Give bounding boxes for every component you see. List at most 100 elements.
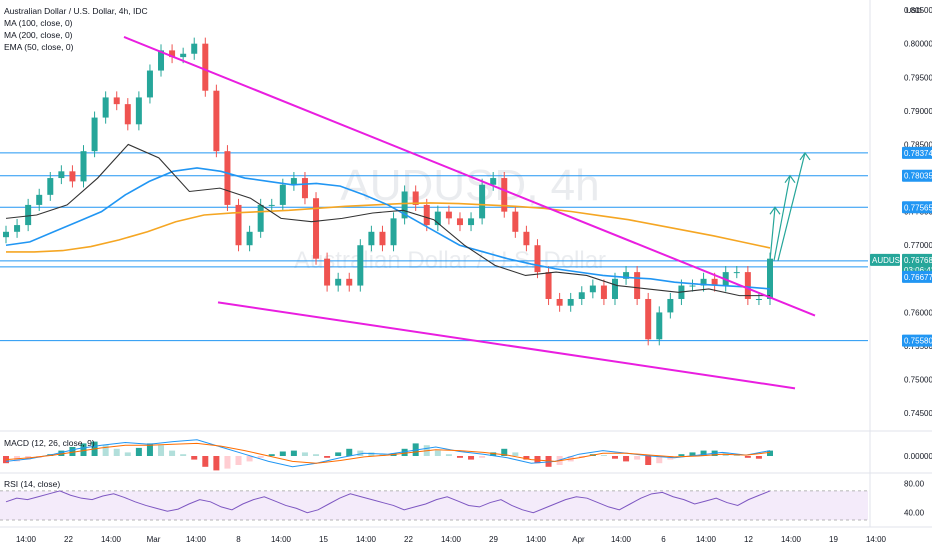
macd-histogram-bar [169, 450, 176, 456]
macd-histogram-bar [512, 452, 519, 456]
candle-body [335, 278, 342, 286]
price-tag-label: 0.78374 [904, 149, 932, 158]
currency-label: USD [906, 6, 922, 15]
candle-body [490, 178, 497, 185]
candle-body [36, 194, 43, 205]
macd-histogram-bar [301, 452, 308, 456]
rsi-label: RSI (14, close) [4, 479, 61, 489]
legend-ema50: EMA (50, close, 0) [4, 42, 74, 52]
candle-body [279, 184, 286, 205]
candle-body [501, 178, 508, 212]
projection-arrow [777, 152, 806, 261]
y-tick-label: 0.74500 [904, 409, 932, 418]
projection-arrow-head [769, 206, 781, 215]
macd-histogram-bar [434, 450, 441, 456]
x-tick-label: 14:00 [526, 535, 547, 544]
y-tick-label: 0.75000 [904, 376, 932, 385]
candle-body [113, 97, 120, 105]
candle-body [401, 191, 408, 219]
candle-body [69, 171, 76, 182]
ema50-line [5, 143, 770, 297]
macd-histogram-bar [755, 456, 762, 459]
macd-histogram-bar [456, 456, 463, 458]
candle-body [390, 218, 397, 246]
price-tag: AUDUSD [870, 253, 906, 266]
candle-body [191, 43, 198, 54]
rsi-tick-label: 40.00 [904, 509, 925, 518]
channel-lower-trendline [217, 301, 796, 390]
candle-body [268, 204, 275, 206]
price-tag: 0.76677 [902, 270, 932, 283]
x-tick-label: 14:00 [781, 535, 802, 544]
projection-arrow-head [784, 174, 796, 184]
price-tag: 0.78374 [902, 146, 932, 159]
macd-histogram-bar [700, 450, 707, 456]
macd-histogram-bar [324, 456, 331, 458]
candle-body [567, 298, 574, 306]
candle-body [58, 171, 65, 179]
legend-ma100: MA (100, close, 0) [4, 18, 73, 28]
macd-histogram-bar [445, 454, 452, 456]
macd-histogram-bar [335, 452, 342, 456]
macd-histogram-bar [357, 450, 364, 456]
x-tick-label: 12 [744, 535, 753, 544]
x-tick-label: 29 [489, 535, 498, 544]
price-tag: 0.78035 [902, 169, 932, 182]
macd-histogram-bar [490, 452, 497, 456]
projection-arrow [773, 175, 791, 261]
y-tick-label: 0.78500 [904, 140, 932, 149]
y-tick-label: 0.80500 [904, 6, 932, 15]
macd-histogram-bar [346, 448, 353, 456]
macd-histogram-bar [180, 454, 187, 456]
candle-body [235, 204, 242, 246]
candle-body [180, 53, 187, 58]
candle-body [645, 298, 652, 340]
price-tag-bg [902, 270, 932, 283]
candle-body [102, 97, 109, 118]
candle-body [634, 272, 641, 299]
projection-arrow-head [799, 151, 811, 161]
price-tag-label: 03:06:43 [904, 266, 932, 275]
macd-histogram-bar [213, 456, 220, 471]
candle-body [357, 245, 364, 286]
candle-body [313, 198, 320, 259]
macd-histogram-bar [600, 455, 607, 456]
candle-body [257, 204, 264, 232]
price-tag-bg [902, 334, 932, 347]
candle-body [135, 97, 142, 125]
macd-histogram-bar [767, 450, 773, 456]
watermark-symbol: AUDUSD, 4h [340, 161, 599, 210]
macd-histogram-bar [279, 451, 286, 456]
chart-title: Australian Dollar / U.S. Dollar, 4h, IDC [4, 6, 148, 16]
candle-body [3, 231, 9, 238]
macd-histogram-bar [69, 447, 76, 456]
price-tag-bg [902, 201, 932, 214]
channel-upper-trendline [123, 36, 816, 317]
x-tick-label: 14:00 [101, 535, 122, 544]
candle-body [434, 211, 441, 226]
price-tag-label: 0.75580 [904, 337, 932, 346]
candle-body [556, 298, 563, 306]
rsi-tick-label: 80.00 [904, 480, 925, 489]
macd-histogram-bar [689, 452, 696, 456]
candle-body [169, 50, 176, 58]
candle-body [512, 211, 519, 232]
price-tag-label: 0.76768 [904, 256, 932, 265]
price-tag: 0.75580 [902, 334, 932, 347]
macd-histogram-bar [246, 456, 253, 462]
y-tick-label: 0.77000 [904, 241, 932, 250]
price-tag-bg [902, 169, 932, 182]
price-tag-label: AUDUSD [872, 256, 906, 265]
price-tag-bg [902, 146, 932, 159]
candle-body [689, 285, 696, 287]
macd-histogram-bar [58, 450, 65, 456]
macd-histogram-bar [224, 456, 231, 469]
candle-body [80, 151, 87, 182]
macd-histogram-bar [634, 456, 641, 460]
x-tick-label: 14:00 [271, 535, 292, 544]
y-tick-label: 0.79500 [904, 73, 932, 82]
macd-histogram-bar [468, 456, 475, 460]
macd-histogram-bar [268, 454, 275, 456]
macd-histogram-bar [656, 456, 663, 464]
